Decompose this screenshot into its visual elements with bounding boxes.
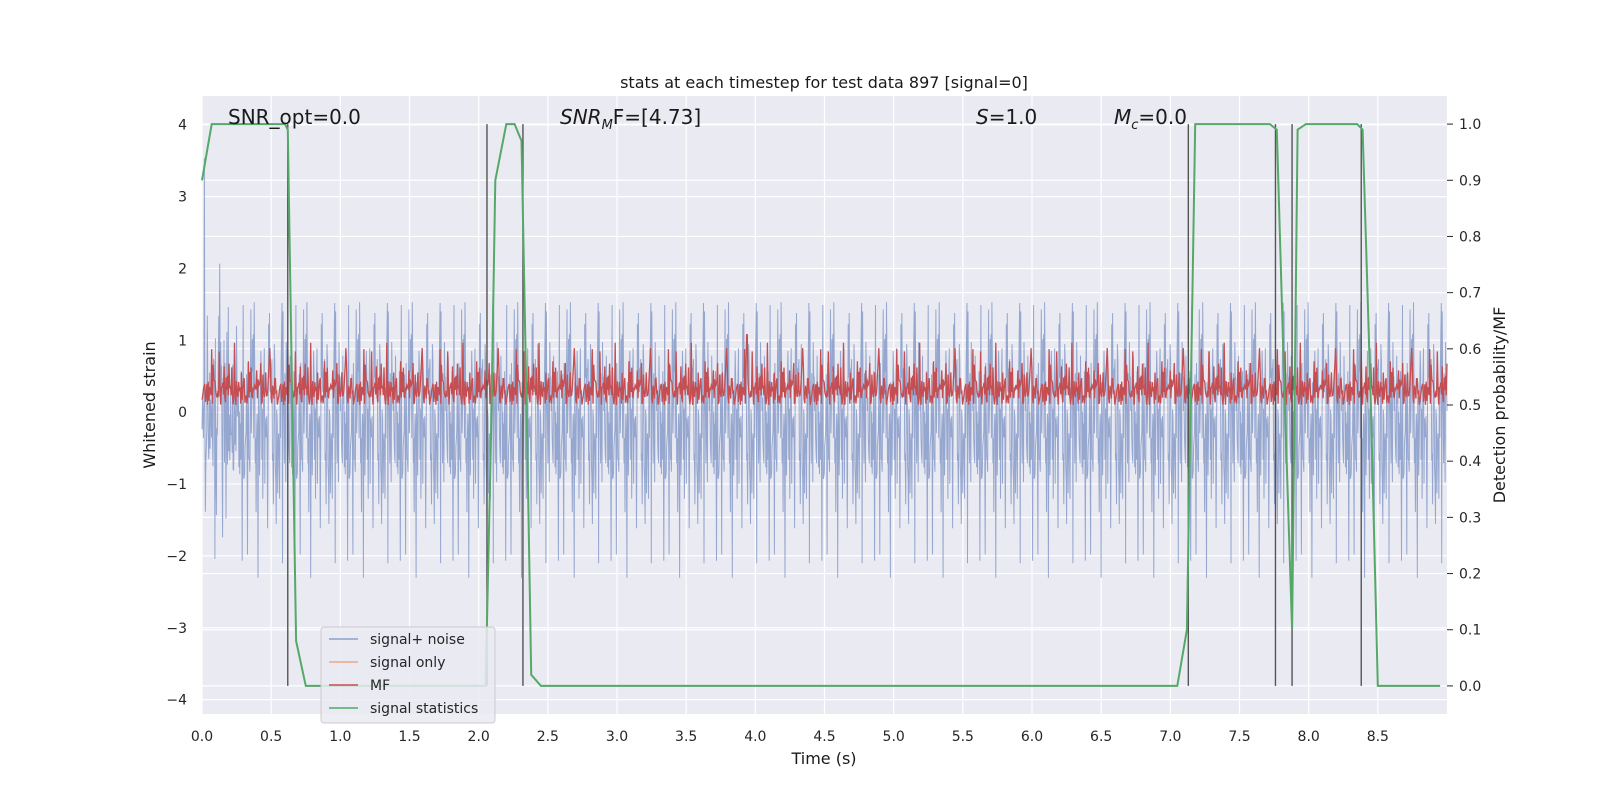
legend-label-signal-noise: signal+ noise bbox=[370, 632, 465, 648]
x-tick-label: 7.0 bbox=[1159, 729, 1181, 745]
legend-label-signal-statistics: signal statistics bbox=[370, 701, 478, 717]
x-tick-label: 8.0 bbox=[1298, 729, 1320, 745]
annotation-snr-opt: SNR_opt=0.0 bbox=[228, 105, 361, 129]
x-tick-label: 7.5 bbox=[1228, 729, 1250, 745]
x-tick-label: 0.5 bbox=[260, 729, 282, 745]
x-tick-label: 2.0 bbox=[468, 729, 490, 745]
y-tick-label: −1 bbox=[166, 477, 187, 493]
y-tick-label: 4 bbox=[178, 118, 187, 134]
annotation-s-base: S bbox=[976, 105, 989, 129]
x-tick-label: 0.0 bbox=[191, 729, 213, 745]
y2-tick-label: 0.8 bbox=[1459, 229, 1481, 245]
y2-tick-label: 0.3 bbox=[1459, 510, 1481, 526]
x-tick-label: 1.0 bbox=[329, 729, 351, 745]
y2-tick-label: 0.2 bbox=[1459, 567, 1481, 583]
x-tick-label: 4.5 bbox=[813, 729, 835, 745]
annotation-s: S=1.0 bbox=[976, 105, 1037, 129]
y2-tick-label: 0.6 bbox=[1459, 342, 1481, 358]
x-tick-label: 4.0 bbox=[744, 729, 766, 745]
x-tick-label: 6.5 bbox=[1090, 729, 1112, 745]
legend-label-signal-only: signal only bbox=[370, 655, 445, 671]
y-tick-label: 2 bbox=[178, 261, 187, 277]
y-tick-label: −3 bbox=[166, 621, 187, 637]
x-tick-label: 6.0 bbox=[1021, 729, 1043, 745]
x-ticks: 0.0 0.5 1.0 1.5 2.0 2.5 3.0 3.5 4.0 4.5 5.0 5.5 6.0 6… bbox=[191, 729, 1389, 745]
chart-title: stats at each timestep for test data 897… bbox=[620, 73, 1028, 92]
y2-tick-label: 0.4 bbox=[1459, 454, 1481, 470]
y-ticks: −4 −3 −2 −1 0 1 2 3 4 bbox=[166, 118, 187, 709]
annotation-mc: Mc=0.0 bbox=[1114, 105, 1187, 133]
y-tick-label: −4 bbox=[166, 693, 187, 709]
y2-ticks: 0.0 0.1 0.2 0.3 0.4 0.5 0.6 0.7 0.8 0.9 1.0 bbox=[1447, 117, 1481, 695]
x-tick-label: 1.5 bbox=[398, 729, 420, 745]
annotation-snr-mf-base: SNR bbox=[560, 105, 602, 129]
y2-tick-label: 0.9 bbox=[1459, 173, 1481, 189]
legend: signal+ noise signal only MF signal stat… bbox=[320, 626, 496, 724]
mf-series bbox=[201, 334, 1448, 405]
x-axis-label: Time (s) bbox=[790, 749, 856, 768]
series-line-mf bbox=[201, 334, 1448, 405]
annotation-s-tail: =1.0 bbox=[989, 105, 1038, 129]
y2-tick-label: 0.5 bbox=[1459, 398, 1481, 414]
y-tick-label: −2 bbox=[166, 549, 187, 565]
y2-tick-label: 1.0 bbox=[1459, 117, 1481, 133]
y2-tick-label: 0.0 bbox=[1459, 679, 1481, 695]
x-tick-label: 8.5 bbox=[1367, 729, 1389, 745]
x-tick-label: 3.0 bbox=[606, 729, 628, 745]
y-axis-label: Whitened strain bbox=[140, 341, 159, 468]
x-tick-label: 3.5 bbox=[675, 729, 697, 745]
annotation-mc-sub: c bbox=[1131, 118, 1138, 133]
legend-label-mf: MF bbox=[370, 678, 390, 694]
annotation-mc-tail: =0.0 bbox=[1138, 105, 1187, 129]
annotation-snr-mf-tail: F=[4.73] bbox=[613, 105, 701, 129]
signal-statistics-series bbox=[201, 123, 1441, 687]
annotation-mc-base: M bbox=[1114, 105, 1131, 129]
annotation-snr-mf: SNRMF=[4.73] bbox=[560, 105, 701, 133]
y-tick-label: 0 bbox=[178, 405, 187, 421]
y2-tick-label: 0.7 bbox=[1459, 286, 1481, 302]
x-tick-label: 5.0 bbox=[883, 729, 905, 745]
y-tick-label: 3 bbox=[178, 190, 187, 206]
legend-box bbox=[320, 626, 496, 724]
x-tick-label: 5.5 bbox=[952, 729, 974, 745]
x-tick-label: 2.5 bbox=[537, 729, 559, 745]
y-tick-label: 1 bbox=[178, 333, 187, 349]
series-line-signal-statistics bbox=[201, 123, 1441, 687]
y2-tick-label: 0.1 bbox=[1459, 623, 1481, 639]
y2-axis-label: Detection probability/MF bbox=[1490, 307, 1509, 504]
annotation-snr-mf-sub: M bbox=[602, 118, 613, 133]
